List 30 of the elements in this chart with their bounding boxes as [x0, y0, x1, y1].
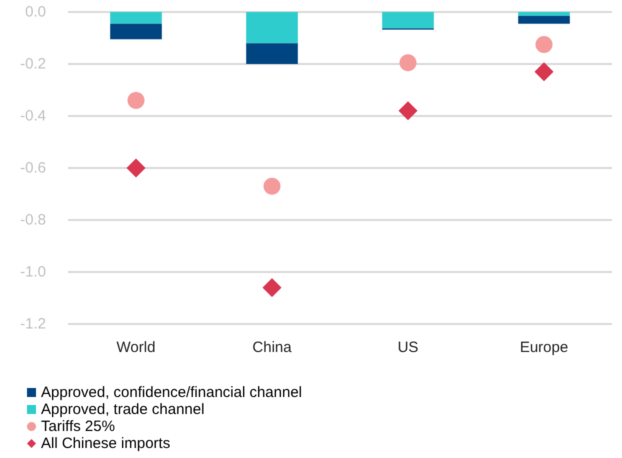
y-tick-label: -0.6	[20, 160, 46, 176]
y-tick-label: 0.0	[25, 4, 46, 20]
x-tick-label: China	[252, 339, 292, 356]
y-tick-label: -1.2	[20, 316, 46, 332]
point	[534, 62, 554, 82]
x-tick-label: Europe	[520, 339, 568, 356]
bar	[110, 24, 162, 40]
bar	[518, 16, 570, 24]
x-tick-label: US	[398, 339, 418, 356]
bar	[246, 12, 298, 44]
legend-label: Tariffs 25%	[41, 418, 115, 435]
point	[264, 178, 280, 195]
bar	[382, 12, 434, 28]
point	[400, 54, 416, 72]
point	[128, 92, 144, 109]
legend-label: All Chinese imports	[41, 435, 170, 452]
y-tick-label: -0.2	[20, 56, 46, 72]
point	[398, 101, 418, 120]
bar	[110, 12, 162, 24]
point	[262, 278, 282, 298]
x-tick-label: World	[116, 339, 156, 356]
bar	[246, 43, 298, 64]
point	[536, 36, 552, 53]
y-tick-label: -0.4	[20, 108, 46, 124]
y-tick-label: -1.0	[20, 264, 46, 280]
legend-label: Approved, confidence/financial channel	[41, 384, 302, 401]
bar	[518, 12, 570, 16]
legend-label: Approved, trade channel	[41, 401, 204, 418]
y-tick-label: -0.8	[20, 212, 46, 228]
point	[126, 158, 146, 178]
